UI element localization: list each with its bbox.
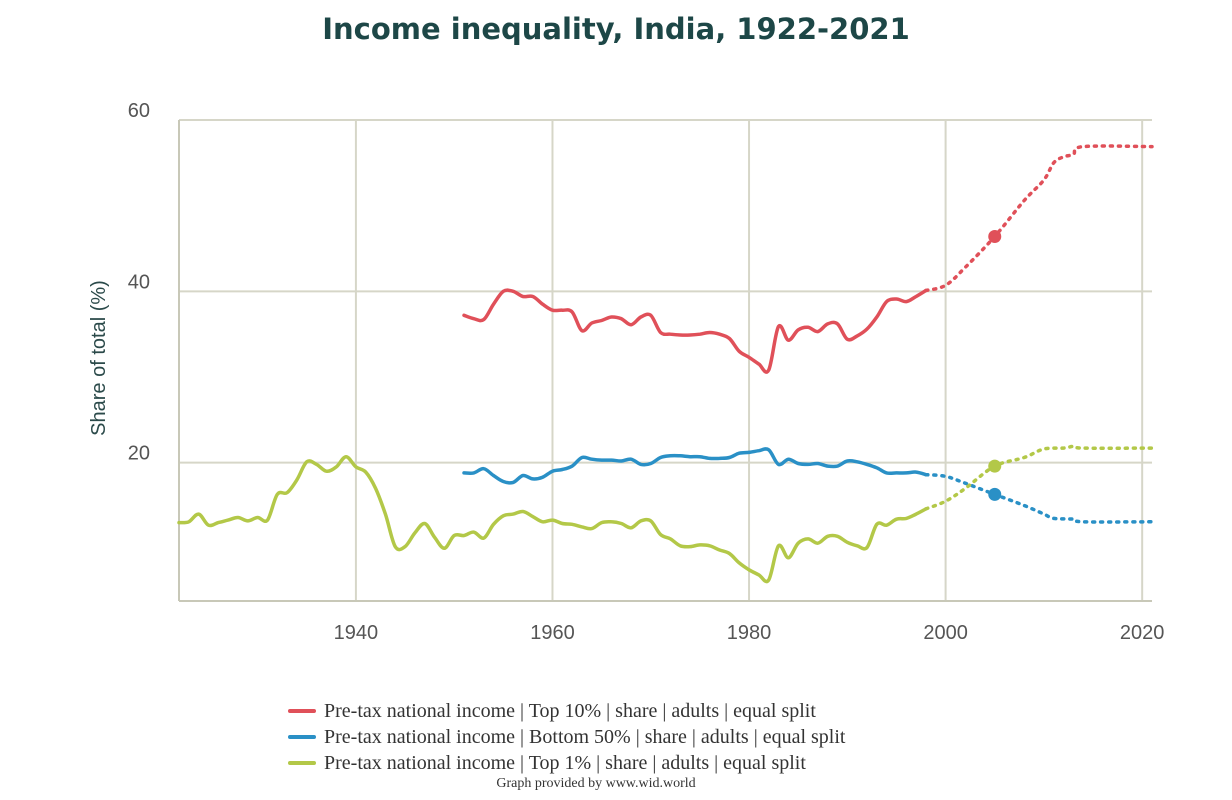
axis-layer: 20 40 60 1940 1960 1980 2000 2020 xyxy=(128,100,1165,644)
series-marker-top1[interactable] xyxy=(988,459,1002,473)
legend-label-top1: Pre-tax national income | Top 1% | share… xyxy=(324,751,806,774)
series-layer xyxy=(177,144,1154,584)
series-marker-top10[interactable] xyxy=(988,230,1002,244)
legend-label-top10: Pre-tax national income | Top 10% | shar… xyxy=(324,699,816,722)
y-tick-label-20: 20 xyxy=(128,443,150,465)
x-tick-label-1940: 1940 xyxy=(334,622,379,644)
legend: Pre-tax national income | Top 10% | shar… xyxy=(288,698,845,776)
chart-title: Income inequality, India, 1922-2021 xyxy=(322,12,910,46)
x-tick-label-2000: 2000 xyxy=(923,622,968,644)
series-line-top1[interactable] xyxy=(177,454,928,584)
legend-swatch-top10 xyxy=(288,709,316,713)
grid-layer xyxy=(179,119,1152,601)
legend-swatch-top1 xyxy=(288,761,316,765)
y-axis-label: Share of total (%) xyxy=(88,280,110,436)
series-line-bottom50[interactable] xyxy=(462,447,928,485)
y-tick-label-40: 40 xyxy=(128,271,150,293)
legend-item-bottom50[interactable]: Pre-tax national income | Bottom 50% | s… xyxy=(288,724,845,750)
series-line-dotted-top10[interactable] xyxy=(924,144,1154,293)
legend-label-bottom50: Pre-tax national income | Bottom 50% | s… xyxy=(324,725,846,748)
legend-item-top10[interactable]: Pre-tax national income | Top 10% | shar… xyxy=(288,698,845,724)
series-line-dotted-bottom50[interactable] xyxy=(924,472,1154,524)
series-line-top10[interactable] xyxy=(462,288,928,374)
x-tick-label-1960: 1960 xyxy=(530,622,575,644)
y-tick-label-60: 60 xyxy=(128,100,150,122)
series-line-dotted-top1[interactable] xyxy=(924,444,1154,511)
x-tick-label-1980: 1980 xyxy=(727,622,772,644)
legend-swatch-bottom50 xyxy=(288,735,316,739)
legend-item-top1[interactable]: Pre-tax national income | Top 1% | share… xyxy=(288,750,845,776)
series-marker-bottom50[interactable] xyxy=(988,487,1002,501)
credit-text: Graph provided by www.wid.world xyxy=(496,776,696,791)
x-tick-label-2020: 2020 xyxy=(1120,622,1165,644)
